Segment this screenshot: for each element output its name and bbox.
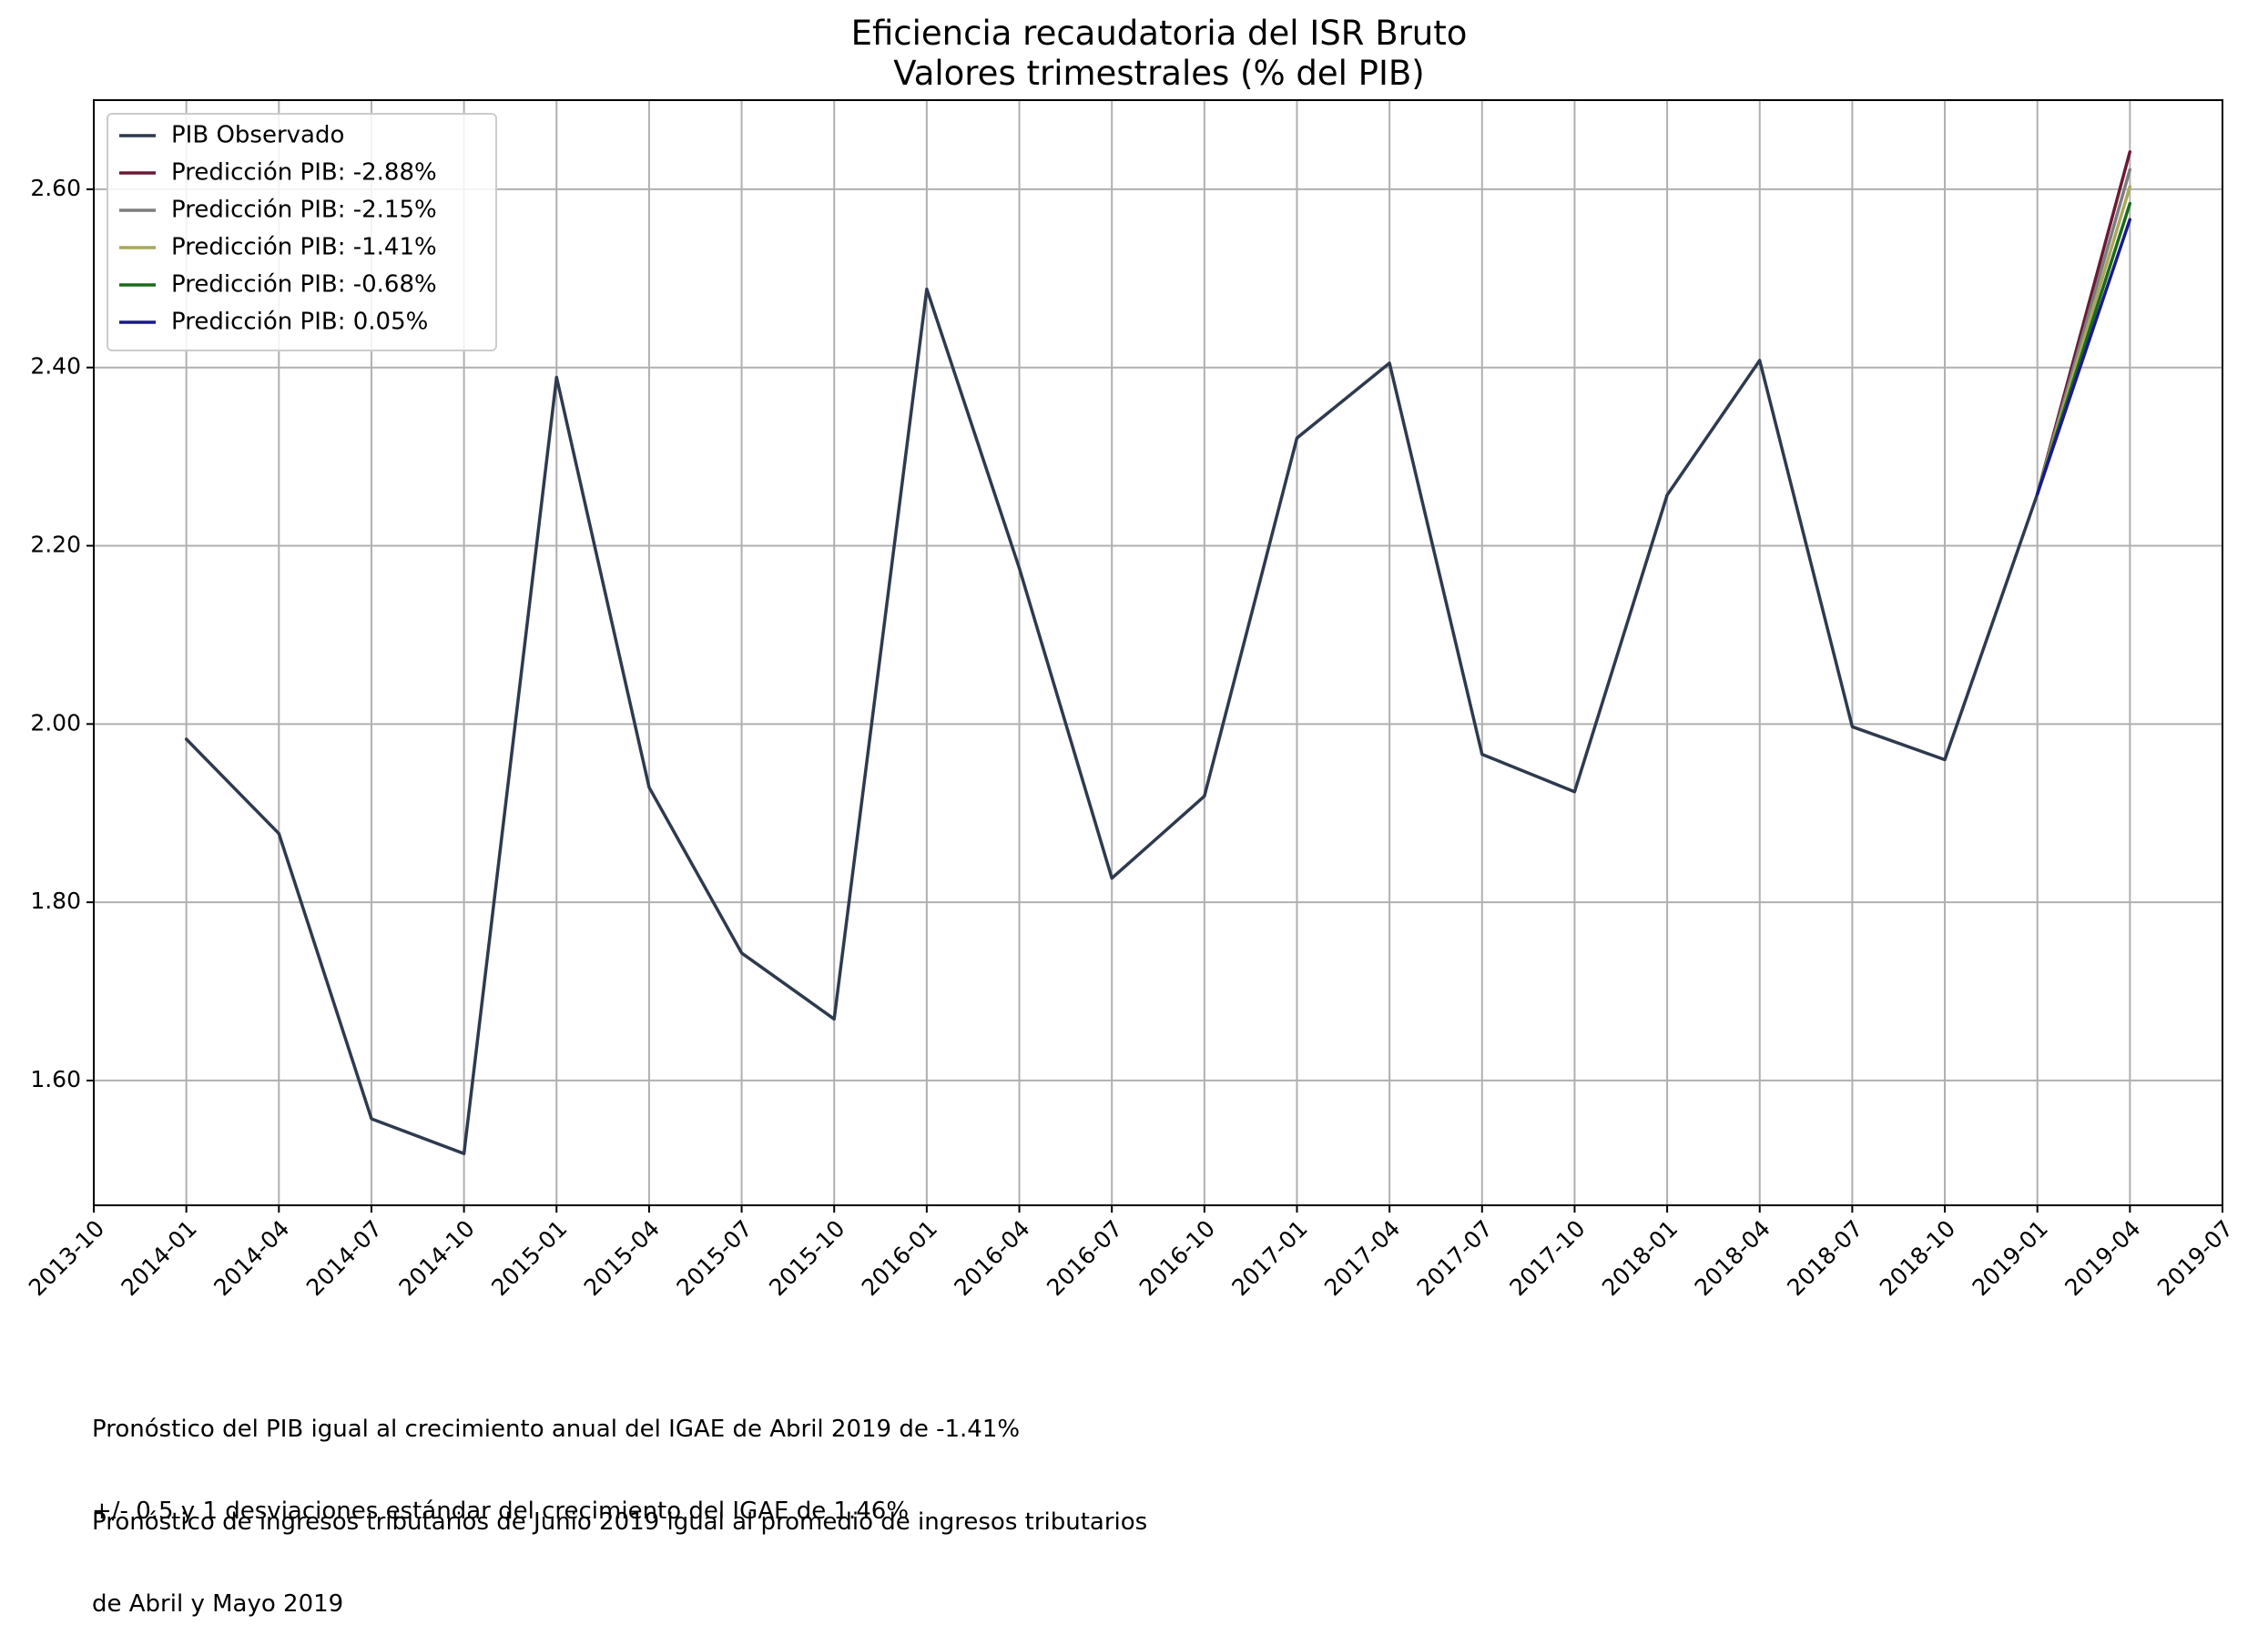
legend-label: Predicción PIB: -2.88%: [171, 159, 437, 187]
x-tick-label: 2013-10: [24, 1215, 109, 1301]
legend-label: PIB Observado: [171, 122, 344, 149]
x-tick-label: 2014-10: [393, 1215, 479, 1301]
footnote-line-1: Pronóstico del PIB igual al crecimiento …: [92, 1416, 1021, 1443]
x-tick-label: 2015-01: [486, 1215, 572, 1301]
x-tick-label: 2017-01: [1226, 1215, 1312, 1301]
y-axis: 1.60 1.80 2.00 2.20 2.40 2.60: [30, 175, 94, 1092]
legend-label: Predicción PIB: 0.05%: [171, 309, 428, 336]
x-tick-label: 2019-04: [2060, 1215, 2145, 1301]
x-tick-label: 2017-04: [1319, 1215, 1405, 1301]
x-tick-label: 2016-10: [1134, 1215, 1220, 1301]
x-axis: 2013-10 2014-01 2014-04 2014-07 2014-10 2015-…: [24, 1205, 2238, 1301]
chart-title-line-1: Eficiencia recaudatoria del ISR Bruto: [851, 14, 1468, 53]
y-tick-label: 1.80: [30, 888, 81, 914]
legend-label: Predicción PIB: -2.15%: [171, 197, 437, 224]
x-tick-label: 2018-04: [1690, 1215, 1775, 1301]
footnote-block-1: Pronóstico del PIB igual al crecimiento …: [92, 1361, 1020, 1552]
x-tick-label: 2017-10: [1504, 1215, 1590, 1301]
x-tick-label: 2016-04: [949, 1215, 1034, 1301]
chart-title-line-2: Valores trimestrales (% del PIB): [893, 54, 1424, 93]
x-tick-label: 2014-04: [208, 1215, 294, 1301]
x-tick-label: 2019-07: [2152, 1215, 2238, 1301]
y-tick-label: 1.60: [30, 1066, 81, 1092]
footnote-block-2: Pronóstico de ingresos tributarios de Ju…: [92, 1454, 1147, 1645]
x-tick-label: 2015-07: [671, 1215, 757, 1301]
x-tick-label: 2016-07: [1042, 1215, 1127, 1301]
legend-label: Predicción PIB: -0.68%: [171, 271, 437, 299]
legend: PIB Observado Predicción PIB: -2.88% Predi…: [107, 113, 497, 351]
legend-label: Predicción PIB: -1.41%: [171, 234, 437, 261]
y-tick-label: 2.40: [30, 353, 81, 380]
plot-frame: [93, 99, 2223, 1206]
x-tick-label: 2018-07: [1782, 1215, 1867, 1301]
footnote-line-4: de Abril y Mayo 2019: [92, 1590, 344, 1618]
chart-title: Eficiencia recaudatoria del ISR Bruto Va…: [851, 14, 1468, 93]
series-line-prediction-5: [2035, 218, 2132, 496]
footnote-line-2: +/- 0.5 y 1 desviaciones estándar del cr…: [92, 1498, 910, 1525]
series-line-observed: [184, 287, 2039, 1155]
plot-lines: [184, 150, 2132, 1155]
x-tick-label: 2017-07: [1412, 1215, 1498, 1301]
x-tick-label: 2018-01: [1597, 1215, 1683, 1301]
y-tick-label: 2.60: [30, 175, 81, 201]
x-tick-label: 2016-01: [857, 1215, 942, 1301]
x-tick-label: 2018-10: [1875, 1215, 1960, 1301]
x-tick-label: 2019-01: [1968, 1215, 2053, 1301]
x-tick-label: 2015-10: [764, 1215, 849, 1301]
y-tick-label: 2.20: [30, 532, 81, 558]
x-tick-label: 2015-04: [579, 1215, 665, 1301]
x-tick-label: 2014-07: [301, 1215, 387, 1301]
x-tick-label: 2014-01: [117, 1215, 202, 1301]
grid: [93, 100, 2223, 1205]
y-tick-label: 2.00: [30, 709, 81, 736]
chart: Eficiencia recaudatoria del ISR Bruto Va…: [24, 14, 2238, 1301]
footnote-line-3: Pronóstico de ingresos tributarios de Ju…: [92, 1508, 1148, 1536]
legend-box: [107, 113, 497, 351]
